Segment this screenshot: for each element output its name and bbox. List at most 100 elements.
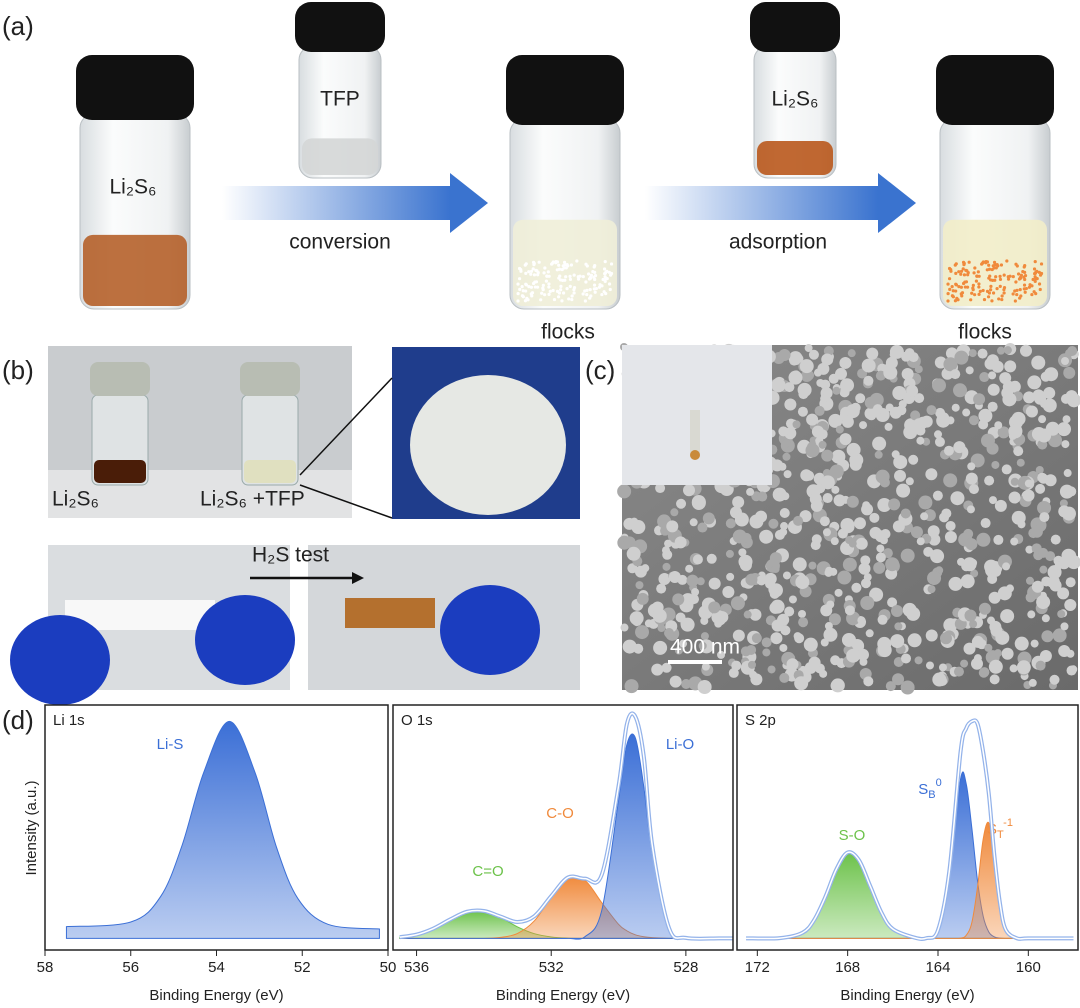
peak-label: S-O — [839, 827, 866, 844]
particle — [806, 413, 819, 426]
particle — [674, 646, 683, 655]
particle — [875, 469, 890, 484]
inset-drop — [690, 450, 700, 460]
flock — [947, 266, 952, 271]
peak-label: C=O — [472, 863, 503, 880]
flock — [530, 294, 534, 298]
particle — [831, 449, 846, 464]
particle — [866, 347, 879, 360]
flock — [547, 285, 551, 289]
particle — [830, 678, 845, 693]
particle — [938, 663, 947, 672]
flock — [978, 289, 982, 293]
particle — [857, 616, 866, 625]
particle — [820, 604, 833, 617]
envelope — [746, 718, 1074, 942]
flock — [597, 285, 601, 289]
particle — [997, 426, 1010, 439]
particle — [657, 624, 666, 633]
vial-cap — [90, 362, 150, 396]
flock — [540, 291, 544, 295]
particle — [980, 518, 991, 529]
particle — [1054, 561, 1063, 570]
particle — [968, 415, 979, 426]
label-sub: T — [997, 829, 1004, 841]
particle — [820, 379, 831, 390]
particle — [896, 405, 907, 416]
vial-cap — [76, 55, 194, 120]
flock — [949, 269, 953, 273]
flock — [995, 287, 999, 291]
flock — [964, 268, 968, 272]
particle — [656, 583, 667, 594]
flock — [946, 282, 950, 286]
vial-label: TFP — [320, 88, 360, 111]
flock — [965, 285, 970, 289]
flock — [575, 259, 579, 263]
particle — [888, 498, 901, 511]
particle — [842, 520, 855, 533]
flock — [527, 270, 531, 274]
particle — [652, 608, 667, 623]
flock — [544, 279, 549, 283]
particle — [636, 592, 649, 605]
flock — [966, 273, 970, 277]
particle — [662, 562, 671, 571]
particle — [842, 557, 857, 572]
arrow-label: conversion — [289, 231, 391, 254]
flock — [520, 285, 524, 289]
particle — [823, 627, 838, 642]
particle — [914, 365, 923, 374]
particle — [1001, 647, 1014, 660]
panel-label: (a) — [2, 11, 34, 41]
particle — [989, 674, 1000, 685]
particle — [1028, 678, 1037, 687]
particle — [831, 485, 840, 494]
particle — [953, 383, 968, 398]
flock — [960, 294, 964, 298]
flock — [950, 294, 955, 298]
particle — [770, 632, 783, 645]
flock — [568, 284, 572, 288]
particle — [932, 490, 943, 501]
x-axis-label: Binding Energy (eV) — [840, 987, 974, 1004]
particle — [934, 430, 943, 439]
particle — [769, 588, 780, 599]
particle — [786, 658, 799, 671]
particle — [798, 609, 807, 618]
particle — [696, 577, 705, 586]
particle — [953, 441, 966, 454]
test-strip — [345, 598, 435, 628]
particle — [747, 660, 756, 669]
flock — [991, 264, 995, 268]
particle — [685, 564, 694, 573]
particle — [973, 654, 982, 663]
x-tick-label: 52 — [294, 959, 311, 976]
particle — [1030, 525, 1043, 538]
particle — [926, 405, 937, 416]
particle — [863, 375, 874, 386]
particle — [896, 483, 911, 498]
particle — [698, 641, 707, 650]
particle — [848, 539, 857, 548]
particle — [860, 595, 875, 610]
particle — [725, 518, 736, 529]
particle — [788, 351, 803, 366]
particle — [833, 494, 846, 507]
flock — [1022, 283, 1027, 287]
particle — [822, 493, 833, 504]
peak-area — [65, 720, 380, 939]
flock — [998, 274, 1002, 278]
flock — [603, 271, 607, 275]
flock — [969, 298, 973, 302]
particle — [653, 640, 668, 655]
flock — [963, 285, 967, 289]
particle — [943, 473, 958, 488]
particle — [691, 588, 700, 597]
flock — [1002, 291, 1006, 295]
particle — [714, 619, 723, 628]
flock — [946, 291, 950, 296]
flock — [962, 273, 967, 277]
particle — [1066, 649, 1075, 658]
particle — [674, 536, 687, 549]
